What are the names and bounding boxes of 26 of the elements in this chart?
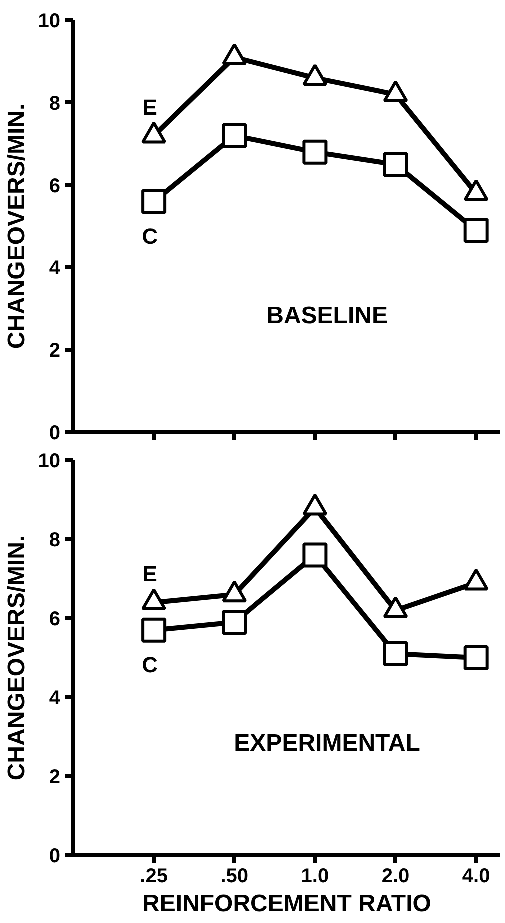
y-tick-label: 2 [49,766,60,788]
y-tick-label: 4 [49,688,62,710]
annotation: EXPERIMENTAL [234,730,420,757]
y-tick-label: 0 [49,422,60,444]
y-tick-label: 4 [49,258,62,280]
x-tick-label: 1.0 [301,866,330,888]
x-tick-label: 2.0 [382,866,410,888]
x-tick-label: 4.0 [462,866,490,888]
annotation: BASELINE [266,302,388,330]
series-label: E [142,94,158,120]
y-tick-label: 8 [49,92,60,115]
y-axis-title: CHANGEOVERS/MIN. [3,535,30,781]
series-label: E [142,562,158,587]
y-tick-label: 6 [49,175,60,198]
series-label: C [142,224,158,249]
y-tick-label: 2 [49,340,60,362]
y-axis-title: CHANGEOVERS/MIN. [3,104,30,350]
y-tick-label: 0 [49,846,60,868]
x-axis-title: REINFORCEMENT RATIO [142,890,432,918]
series-label: C [142,652,158,678]
y-tick-label: 8 [49,530,60,552]
x-tick-label: .50 [220,866,249,888]
x-tick-label: .25 [140,866,168,888]
y-tick-label: 10 [38,10,61,32]
y-tick-label: 6 [49,608,60,630]
y-tick-label: 10 [38,450,61,472]
